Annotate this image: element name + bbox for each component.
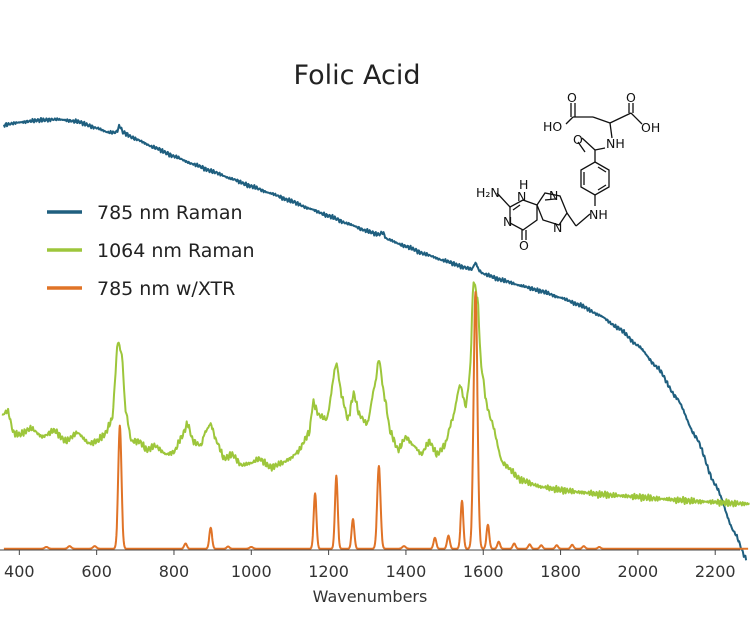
x-tick-label: 2200 [695,562,736,581]
x-tick-label: 400 [4,562,35,581]
legend-label: 1064 nm Raman [97,240,255,262]
x-tick-label: 1200 [308,562,349,581]
structure-label: N [549,188,558,203]
x-tick-label: 1600 [463,562,504,581]
x-tick-label: 2000 [618,562,659,581]
x-tick-label: 1800 [540,562,581,581]
structure-label: H [519,177,528,192]
x-tick-label: 1000 [231,562,272,581]
chart-title: Folic Acid [294,60,421,91]
x-tick-label: 1400 [386,562,427,581]
structure-label: OH [641,120,660,135]
structure-label: N [553,220,562,235]
series-line-1 [2,117,748,561]
legend-label: 785 nm Raman [97,202,243,224]
x-axis-ticks: 400 600 800 1000 1200 1400 1600 1800 2000 2200 [4,550,736,581]
structure-label: NH [606,136,625,151]
structure-label: N [503,214,512,229]
structure-label: N [517,189,526,204]
structure-label: HO [543,119,562,134]
x-tick-label: 600 [81,562,112,581]
structure-label: O [567,90,577,105]
series-layer [1,117,750,561]
series-line-3 [3,291,749,550]
folic-acid-structure: HO O OH O NH O H₂N N H N N N NH O [476,90,660,253]
x-axis-label: Wavenumbers [313,587,428,606]
x-tick-label: 800 [159,562,190,581]
series-line-2 [1,281,750,508]
legend-label: 785 nm w/XTR [97,278,235,300]
structure-label: H₂N [476,185,500,200]
structure-label: O [573,132,583,147]
structure-label: NH [589,207,608,222]
legend: 785 nm Raman 1064 nm Raman 785 nm w/XTR [47,202,255,300]
structure-label: O [626,90,636,105]
structure-label: O [519,238,529,253]
